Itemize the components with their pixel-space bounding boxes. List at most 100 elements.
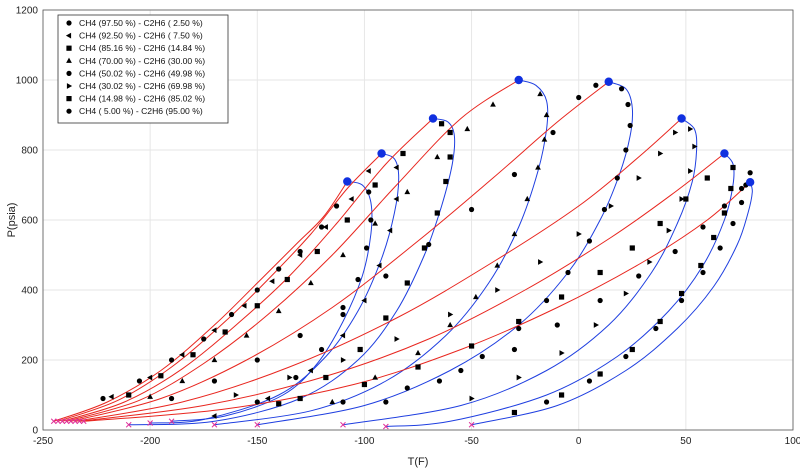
data-point [698, 262, 704, 269]
y-axis-title: P(psia) [6, 203, 18, 238]
y-tick-label: 600 [21, 216, 38, 227]
data-point [597, 297, 603, 304]
data-point [340, 399, 346, 405]
data-point [700, 224, 706, 230]
data-point [586, 238, 593, 244]
data-point [704, 175, 710, 181]
data-point [264, 395, 271, 402]
data-point [179, 351, 185, 358]
data-point [233, 392, 239, 398]
data-point [190, 352, 196, 358]
cross-marker [383, 423, 389, 430]
critical-point [677, 114, 686, 123]
x-tick-label: -100 [354, 436, 374, 447]
data-point [647, 259, 653, 265]
data-point [201, 336, 207, 342]
x-tick-label: -150 [247, 436, 267, 447]
dew-curve [342, 118, 698, 426]
data-point [559, 350, 565, 356]
data-point [438, 121, 445, 127]
data-point [738, 185, 745, 192]
data-point [147, 374, 153, 381]
data-point [597, 371, 603, 377]
data-point [657, 318, 663, 325]
data-point [318, 224, 325, 230]
data-point [366, 189, 372, 195]
critical-point [720, 149, 729, 158]
data-point [490, 101, 496, 107]
critical-point [745, 178, 755, 187]
data-point [276, 401, 282, 407]
data-point [535, 164, 541, 170]
cross-marker [168, 418, 175, 425]
data-point [323, 374, 329, 381]
data-point [494, 262, 501, 268]
x-tick-label: -50 [464, 436, 479, 447]
cross-marker [80, 418, 87, 425]
data-point [625, 101, 631, 108]
data-point [436, 378, 443, 384]
data-point [415, 364, 421, 370]
data-point [593, 82, 599, 88]
data-point [543, 111, 550, 118]
data-point [394, 336, 400, 342]
legend-marker [66, 108, 72, 114]
data-point [340, 311, 346, 318]
data-point [679, 196, 685, 202]
data-point [339, 332, 346, 339]
bubble-curve [70, 81, 610, 422]
data-point [511, 171, 518, 178]
data-point [254, 303, 260, 309]
data-point [593, 322, 599, 328]
data-point [447, 154, 453, 160]
legend-marker [66, 57, 72, 63]
data-point [344, 217, 350, 223]
data-point [179, 377, 186, 384]
data-point [307, 367, 313, 374]
data-point [447, 321, 454, 328]
data-point [372, 182, 378, 188]
data-point [355, 276, 361, 283]
y-tick-label: 1200 [16, 6, 39, 17]
data-point [678, 297, 685, 304]
legend-marker [66, 20, 72, 26]
data-point [400, 150, 406, 157]
data-point [472, 293, 479, 300]
critical-point [343, 177, 352, 186]
cross-marker [55, 418, 61, 425]
data-point [404, 188, 411, 195]
cross-marker [254, 421, 261, 428]
data-point [211, 413, 217, 419]
legend-marker [66, 45, 72, 51]
data-point [368, 217, 374, 223]
dew-curve [385, 153, 735, 427]
data-point [147, 393, 154, 399]
data-point [340, 357, 347, 363]
data-point [168, 357, 175, 363]
data-point [511, 230, 518, 237]
data-point [322, 224, 328, 230]
data-point [629, 245, 635, 251]
data-point [254, 287, 260, 293]
cross-marker [340, 421, 346, 428]
data-point [404, 280, 410, 286]
data-point [387, 227, 393, 234]
x-axis-title: T(F) [408, 456, 429, 468]
cross-marker [72, 418, 78, 425]
data-point [700, 269, 706, 276]
data-point [357, 346, 363, 353]
data-point [623, 290, 629, 297]
data-point [608, 203, 614, 209]
data-point [393, 164, 399, 171]
cross-marker [147, 420, 153, 426]
critical-point [428, 114, 438, 123]
data-point [576, 231, 582, 237]
data-point [464, 125, 471, 132]
data-point [728, 185, 734, 192]
data-point [586, 378, 593, 384]
data-point [348, 196, 354, 202]
data-point [458, 367, 464, 374]
data-point [404, 385, 410, 391]
tick-labels: -250 -200 -150 -100 -50 0 50 100020040060080010… [16, 6, 800, 448]
data-point [314, 248, 320, 255]
